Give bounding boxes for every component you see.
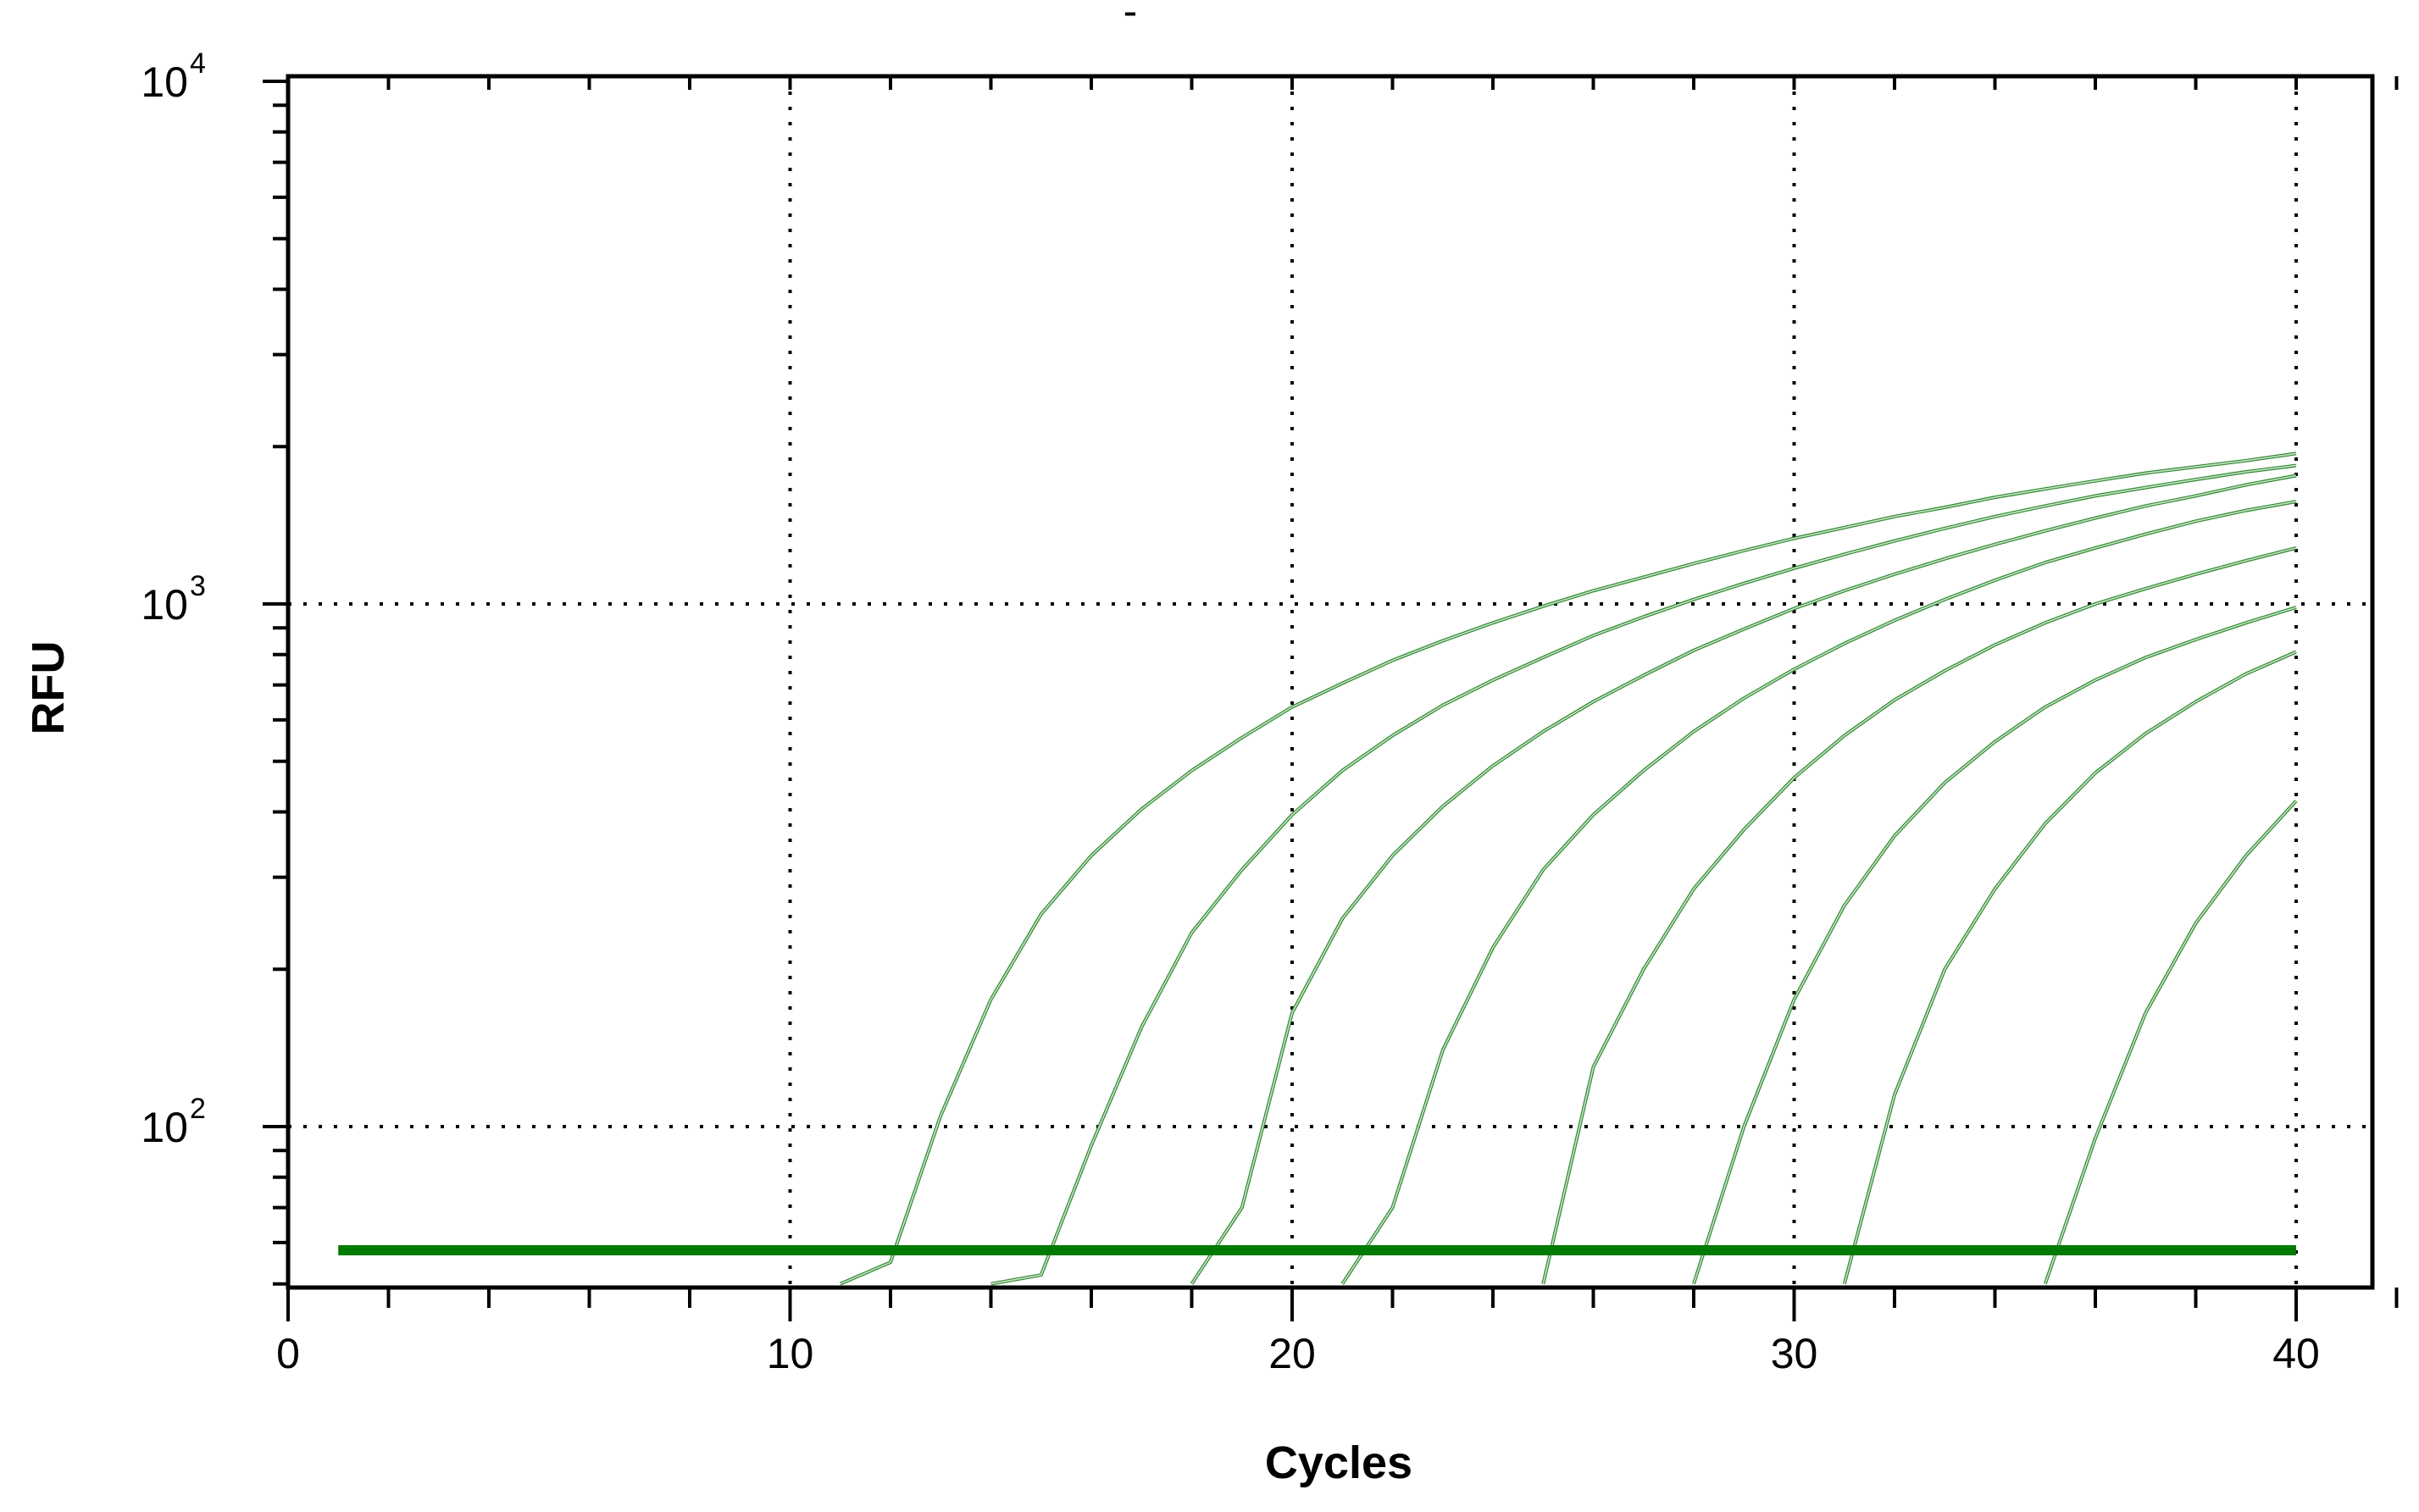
amplification-curve-highlight: [840, 452, 2297, 1285]
x-axis-title: Cycles: [1265, 1437, 1412, 1488]
amplification-curve: [840, 451, 2297, 1286]
y-tick-exponent: 2: [190, 1093, 206, 1125]
amplification-curve-highlight: [1190, 474, 2297, 1285]
y-axis-title: RFU: [23, 641, 74, 735]
amplification-curve: [1842, 650, 2297, 1285]
x-tick-label: 40: [2272, 1330, 2320, 1377]
grid-lines: [288, 76, 2372, 1288]
axis-ticks: [263, 76, 2399, 1321]
amplification-curve: [1541, 546, 2297, 1285]
amplification-curve-highlight: [1844, 651, 2297, 1284]
plot-frame: [286, 74, 2375, 1290]
y-tick-exponent: 4: [190, 47, 206, 80]
amplification-curve-highlight: [1693, 606, 2297, 1284]
y-tick-label: 10: [141, 58, 188, 106]
chart-title: -: [1124, 0, 1138, 35]
amplification-curve: [1692, 606, 2297, 1285]
amplification-curve-highlight: [1542, 547, 2297, 1284]
y-tick-label: 10: [141, 1104, 188, 1151]
x-tick-label: 30: [1771, 1330, 1818, 1377]
amplification-curve-highlight: [990, 464, 2297, 1285]
y-tick-exponent: 3: [190, 570, 206, 602]
x-tick-label: 20: [1268, 1330, 1316, 1377]
amplification-curve: [2043, 800, 2298, 1285]
y-tick-label: 10: [141, 581, 188, 629]
amplification-curves: [840, 451, 2298, 1286]
amplification-curve-highlight: [2044, 800, 2297, 1284]
x-tick-label: 0: [276, 1330, 300, 1377]
amplification-curve-highlight: [1341, 501, 2297, 1285]
amplification-curve: [1190, 474, 2297, 1285]
x-tick-label: 10: [767, 1330, 814, 1377]
amplification-curve: [990, 463, 2297, 1286]
x-tick-labels: 0 10 20 30 40: [276, 1330, 2320, 1377]
amplification-curve: [1340, 500, 2297, 1285]
